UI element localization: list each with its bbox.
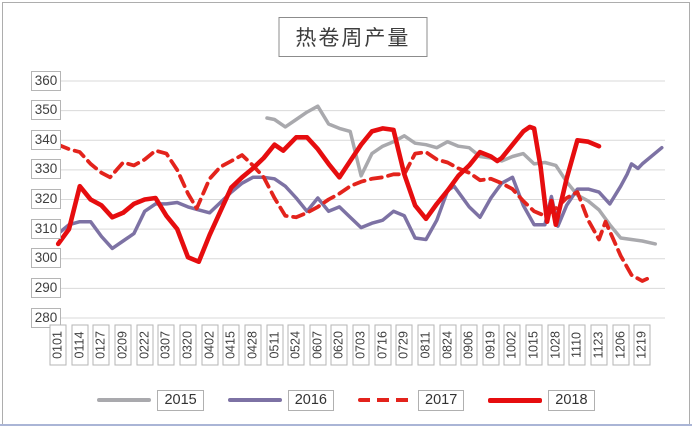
legend-line-swatch-2015 — [97, 398, 152, 402]
x-tick-label: 0114 — [71, 324, 89, 366]
legend-label-2017: 2017 — [418, 389, 465, 411]
x-tick-label: 1002 — [503, 324, 521, 366]
y-tick-label: 340 — [31, 129, 61, 150]
y-tick-label: 350 — [31, 100, 61, 121]
chart-title: 热卷周产量 — [278, 17, 428, 57]
legend-item-2016: 2016 — [227, 389, 334, 411]
series-line-2015 — [265, 104, 658, 246]
x-tick-label: 0101 — [49, 324, 67, 366]
x-tick-label: 0620 — [330, 324, 348, 366]
x-tick-label: 1110 — [568, 324, 586, 366]
y-tick-label: 290 — [31, 277, 61, 298]
x-tick-label: 0511 — [266, 324, 284, 366]
legend-label-2018: 2018 — [548, 389, 595, 411]
y-tick-label: 320 — [31, 189, 61, 209]
x-tick-label: 1123 — [590, 324, 608, 366]
legend-item-2017: 2017 — [358, 389, 465, 411]
series-line-2016 — [56, 145, 664, 251]
bottom-accent-line — [0, 424, 692, 426]
x-tick-label: 1028 — [547, 324, 565, 366]
series-line-2018 — [55, 124, 602, 265]
x-tick-label: 0428 — [244, 324, 262, 366]
legend-line-swatch-2017 — [358, 398, 412, 402]
plot-area — [55, 80, 665, 319]
x-tick-label: 0209 — [114, 324, 132, 366]
x-tick-label: 1219 — [633, 324, 651, 366]
x-tick-label: 0415 — [222, 324, 240, 366]
x-tick-label: 0607 — [309, 324, 327, 366]
x-tick-label: 0524 — [287, 324, 305, 366]
x-tick-label: 0222 — [136, 324, 154, 366]
y-tick-label: 310 — [31, 218, 61, 239]
x-tick-label: 0811 — [417, 324, 435, 366]
x-tick-label: 0906 — [460, 324, 478, 366]
legend-label-2015: 2015 — [157, 389, 204, 411]
x-tick-label: 0729 — [395, 324, 413, 366]
legend: 2015 2016 2017 2018 — [0, 389, 692, 411]
x-tick-label: 0320 — [179, 324, 197, 366]
y-tick-label: 360 — [31, 70, 61, 91]
y-tick-label: 300 — [31, 248, 61, 269]
x-tick-label: 0824 — [439, 324, 457, 366]
x-tick-label: 1206 — [612, 324, 630, 366]
legend-item-2015: 2015 — [97, 389, 204, 411]
x-tick-label: 0919 — [482, 324, 500, 366]
x-tick-label: 0703 — [352, 324, 370, 366]
y-tick-label: 330 — [31, 159, 61, 180]
legend-label-2016: 2016 — [287, 389, 334, 411]
x-tick-label: 0307 — [157, 324, 175, 366]
legend-line-swatch-2018 — [488, 397, 543, 403]
legend-item-2018: 2018 — [488, 389, 595, 411]
x-tick-label: 0127 — [92, 324, 110, 366]
y-tick-label: 280 — [31, 307, 61, 328]
x-tick-label: 1015 — [525, 324, 543, 366]
x-tick-label: 0716 — [374, 324, 392, 366]
legend-line-swatch-2016 — [227, 398, 282, 402]
x-tick-label: 0402 — [201, 324, 219, 366]
